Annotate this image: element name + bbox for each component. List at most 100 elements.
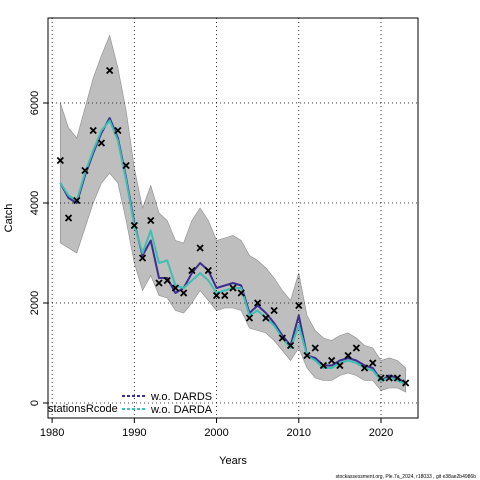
observation-mark: [278, 334, 286, 342]
y-axis-label: Catch: [3, 204, 15, 233]
observation-point: [97, 139, 106, 147]
legend-title: stationsRcode: [48, 403, 118, 415]
observation-mark: [114, 126, 122, 135]
observation-mark: [56, 156, 64, 165]
observation-mark: [89, 126, 97, 135]
footer-credit: stockassessment.org, Ple.7a_2024, r18033…: [336, 474, 477, 480]
y-tick-label-4000: 4000: [29, 191, 41, 215]
observation-mark: [352, 344, 360, 352]
observation-point: [237, 289, 245, 297]
observation-point: [122, 161, 130, 170]
observation-point: [254, 299, 262, 307]
observation-mark: [196, 244, 204, 252]
observation-mark: [295, 301, 303, 310]
observation-mark: [212, 291, 221, 300]
observation-mark: [180, 289, 188, 297]
observation-mark: [204, 266, 212, 275]
observation-mark: [122, 161, 130, 170]
observation-point: [212, 291, 221, 300]
observation-point: [188, 266, 196, 275]
observation-mark: [229, 284, 237, 292]
observation-mark: [130, 221, 138, 230]
observation-point: [402, 379, 410, 387]
observation-mark: [369, 359, 377, 367]
observation-mark: [245, 314, 254, 322]
observation-point: [319, 361, 328, 370]
observation-mark: [319, 361, 328, 370]
x-tick-label-2010: 2010: [287, 427, 311, 439]
confidence-band: [60, 34, 406, 393]
observation-mark: [328, 356, 336, 365]
observation-mark: [237, 289, 245, 297]
observation-point: [245, 314, 254, 322]
observation-point: [393, 374, 402, 382]
observation-mark: [138, 254, 147, 262]
observation-point: [229, 284, 237, 292]
observation-point: [81, 166, 89, 175]
observation-mark: [221, 291, 229, 300]
observation-mark: [393, 374, 402, 382]
observation-mark: [402, 379, 410, 387]
observation-mark: [303, 351, 311, 360]
observation-point: [204, 266, 212, 275]
observation-mark: [344, 351, 352, 360]
observation-point: [155, 279, 163, 287]
legend-label-w-o-dards: w.o. DARDS: [150, 391, 212, 403]
observation-mark: [286, 341, 295, 350]
observation-point: [278, 334, 286, 342]
legend: stationsRcode w.o. DARDS w.o. DARDA: [48, 391, 213, 416]
x-axis: 1980 1990 2000 2010 2020: [40, 417, 393, 439]
observation-point: [311, 344, 319, 352]
x-tick-label-2020: 2020: [369, 427, 393, 439]
x-tick-label-1990: 1990: [122, 427, 146, 439]
x-tick-label-2000: 2000: [204, 427, 228, 439]
observation-point: [352, 344, 360, 352]
observation-point: [56, 156, 64, 165]
observation-mark: [171, 284, 180, 292]
observation-mark: [262, 314, 270, 322]
observation-mark: [73, 196, 81, 205]
observation-mark: [254, 299, 262, 307]
observation-point: [89, 126, 97, 135]
observation-point: [270, 306, 278, 315]
observation-point: [377, 374, 385, 382]
observation-mark: [106, 66, 114, 75]
observation-point: [180, 289, 188, 297]
observation-point: [303, 351, 311, 360]
observation-point: [336, 361, 344, 370]
observation-points-layer: [56, 66, 410, 387]
observation-mark: [163, 276, 171, 285]
observation-point: [344, 351, 352, 360]
observation-point: [64, 214, 73, 222]
observation-point: [286, 341, 295, 350]
y-tick-label-6000: 6000: [29, 91, 41, 115]
observation-mark: [385, 374, 393, 382]
observation-point: [114, 126, 122, 135]
observation-point: [369, 359, 377, 367]
observation-mark: [311, 344, 319, 352]
observation-mark: [97, 139, 106, 147]
observation-point: [385, 374, 393, 382]
observation-point: [130, 221, 138, 230]
observation-point: [221, 291, 229, 300]
observation-point: [147, 216, 155, 225]
observation-mark: [155, 279, 163, 287]
observation-mark: [147, 216, 155, 225]
x-axis-label: Years: [219, 455, 247, 467]
observation-point: [196, 244, 204, 252]
observation-mark: [81, 166, 89, 175]
legend-label-w-o-darda: w.o. DARDA: [150, 404, 213, 416]
observation-point: [138, 254, 147, 262]
y-tick-label-0: 0: [29, 400, 41, 406]
observation-point: [328, 356, 336, 365]
observation-mark: [360, 364, 369, 372]
observation-mark: [270, 306, 278, 315]
observation-point: [163, 276, 171, 285]
observation-point: [171, 284, 180, 292]
observation-point: [106, 66, 114, 75]
y-axis: 0 2000 4000 6000: [29, 91, 49, 406]
observation-mark: [377, 374, 385, 382]
observation-point: [262, 314, 270, 322]
observation-point: [295, 301, 303, 310]
